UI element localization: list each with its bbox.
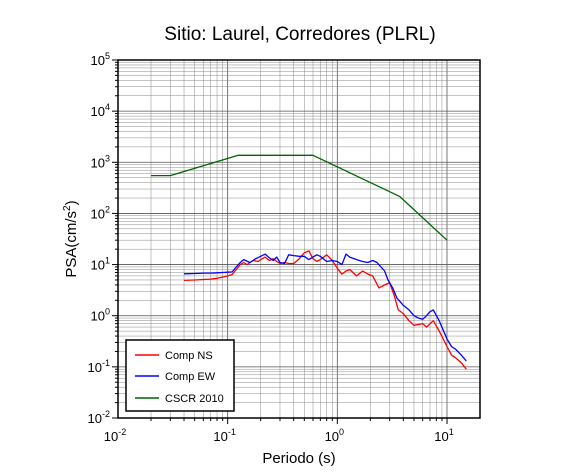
- series-line-comp-ns: [183, 250, 467, 370]
- x-tick-label: 101: [434, 427, 453, 444]
- x-tick-label: 10-1: [213, 427, 235, 444]
- x-tick-label: 100: [325, 427, 344, 444]
- y-axis-label: PSA(cm/s2): [62, 200, 80, 277]
- series-line-cscr-2010: [151, 154, 448, 241]
- x-tick-label: 10-2: [104, 427, 126, 444]
- legend: Comp NS Comp EW CSCR 2010: [125, 339, 235, 412]
- chart-title: Sitio: Laurel, Corredores (PLRL): [164, 24, 435, 45]
- x-axis-label: Periodo (s): [262, 450, 335, 467]
- grid-lines: [112, 59, 481, 424]
- y-axis-label-superscript: 2: [62, 205, 73, 211]
- y-axis-label-close: ): [63, 200, 80, 205]
- y-tick-label: 100: [91, 307, 110, 324]
- x-tick-labels: 10-2 10-1 100 101: [104, 427, 454, 444]
- y-tick-label: 103: [91, 153, 110, 170]
- series-line-comp-ew: [183, 253, 467, 362]
- y-tick-label: 105: [91, 51, 110, 68]
- plot-frame: [117, 59, 481, 419]
- y-tick-label: 10-2: [88, 409, 110, 426]
- y-tick-label: 102: [91, 204, 110, 221]
- legend-label-comp-ns: Comp NS: [165, 350, 213, 362]
- y-tick-labels: 10-2 10-1 100 101 102 103 104 105: [88, 51, 110, 426]
- legend-label-comp-ew: Comp EW: [165, 371, 216, 383]
- legend-label-cscr-2010: CSCR 2010: [165, 393, 224, 405]
- y-tick-label: 10-1: [88, 358, 110, 375]
- y-tick-label: 104: [91, 102, 110, 119]
- data-series: [151, 154, 467, 370]
- y-axis-label-main: PSA(cm/s: [63, 211, 80, 278]
- y-tick-label: 101: [91, 256, 110, 273]
